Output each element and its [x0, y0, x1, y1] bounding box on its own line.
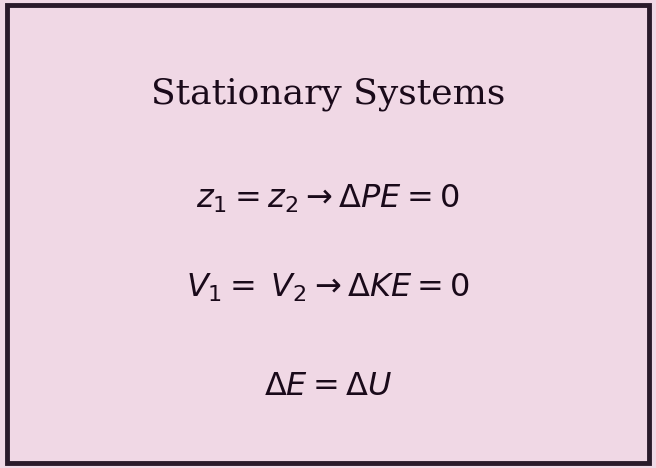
FancyBboxPatch shape [7, 5, 649, 463]
Text: $V_1 =\; V_2\rightarrow \Delta KE = 0$: $V_1 =\; V_2\rightarrow \Delta KE = 0$ [186, 271, 470, 304]
Text: $z_1 = z_2\rightarrow \Delta PE = 0$: $z_1 = z_2\rightarrow \Delta PE = 0$ [196, 183, 460, 215]
Text: $\Delta E = \Delta U$: $\Delta E = \Delta U$ [264, 371, 392, 402]
Text: Stationary Systems: Stationary Systems [151, 77, 505, 110]
